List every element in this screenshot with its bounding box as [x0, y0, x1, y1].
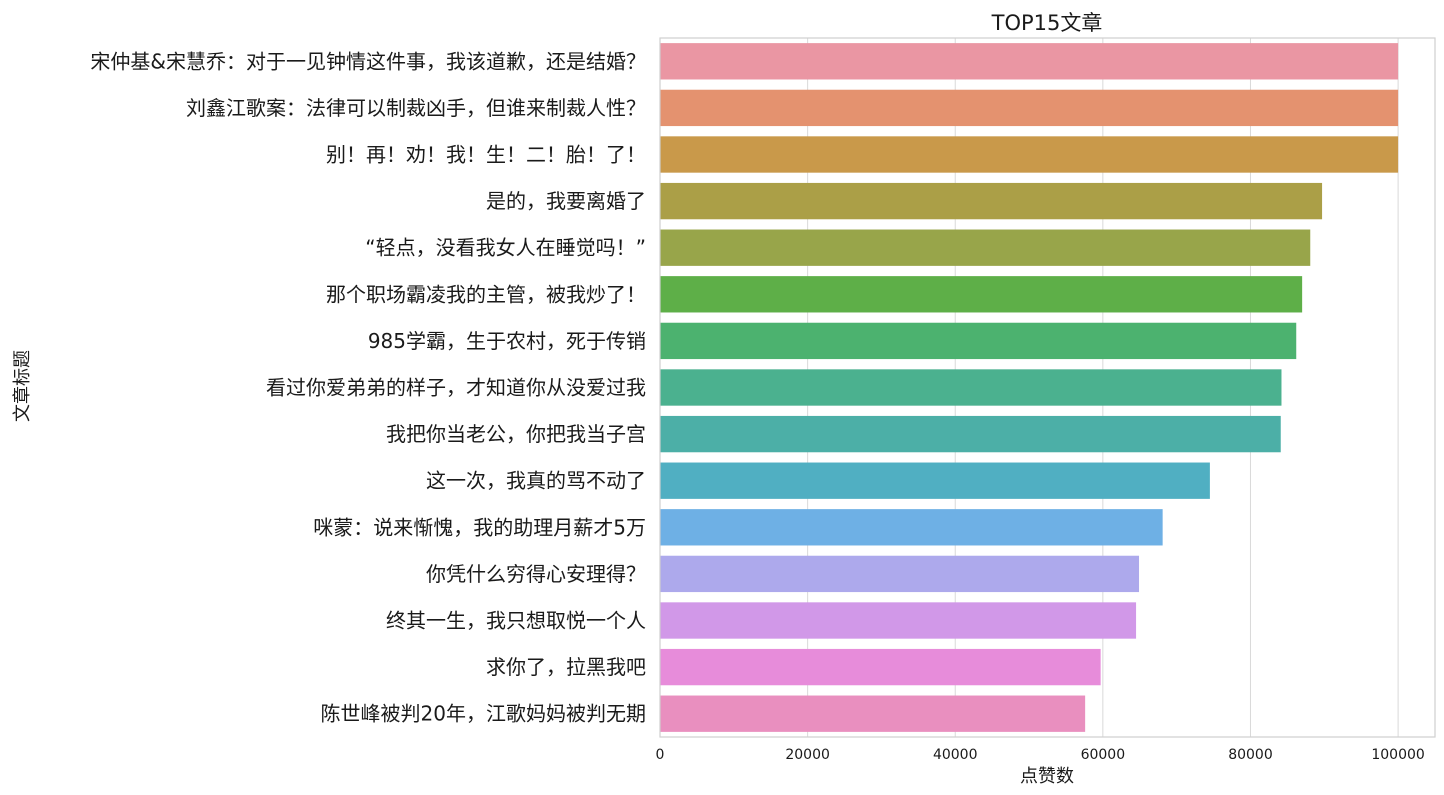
- bars: [660, 43, 1399, 732]
- category-label-10: 这一次，我真的骂不动了: [426, 469, 646, 493]
- chart-title: TOP15文章: [991, 11, 1103, 35]
- bar-14: [660, 648, 1101, 686]
- bar-11: [660, 509, 1163, 546]
- bar-4: [660, 182, 1323, 220]
- plot-border: [659, 37, 1436, 738]
- bar-1: [660, 43, 1399, 80]
- bar-9: [660, 415, 1281, 453]
- x-tick-label-1: 20000: [785, 747, 830, 763]
- bar-3: [660, 136, 1399, 173]
- bar-15: [660, 695, 1086, 732]
- category-label-1: 宋仲基&宋慧乔：对于一见钟情这件事，我该道歉，还是结婚？: [90, 49, 646, 73]
- bar-13: [660, 602, 1137, 639]
- category-label-15: 陈世峰被判20年，江歌妈妈被判无期: [321, 702, 646, 726]
- y-axis-title: 文章标题: [12, 350, 33, 422]
- category-labels: 宋仲基&宋慧乔：对于一见钟情这件事，我该道歉，还是结婚？ 刘鑫江歌案：法律可以制裁…: [90, 49, 646, 725]
- bar-8: [660, 369, 1282, 406]
- x-tick-label-5: 100000: [1371, 747, 1424, 763]
- category-label-9: 我把你当老公，你把我当子宫: [386, 422, 646, 446]
- x-tick-label-4: 80000: [1228, 747, 1273, 763]
- x-tick-label-3: 60000: [1081, 747, 1126, 763]
- x-axis-title: 点赞数: [1020, 766, 1074, 787]
- bar-2: [660, 89, 1399, 127]
- category-label-3: 别！再！劝！我！生！二！胎！了！: [326, 143, 646, 167]
- plot-frame: [659, 37, 1436, 738]
- category-label-8: 看过你爱弟弟的样子，才知道你从没爱过我: [266, 376, 646, 400]
- x-tick-label-2: 40000: [933, 747, 978, 763]
- category-label-14: 求你了，拉黑我吧: [486, 655, 646, 679]
- category-label-2: 刘鑫江歌案：法律可以制裁凶手，但谁来制裁人性？: [186, 96, 646, 120]
- bar-12: [660, 555, 1140, 593]
- x-tick-label-0: 0: [656, 747, 665, 763]
- x-tick-labels: 0 20000 40000 60000 80000 100000: [656, 747, 1425, 763]
- category-label-4: 是的，我要离婚了: [486, 189, 646, 213]
- category-label-5: “轻点，没看我女人在睡觉吗！”: [365, 236, 646, 260]
- category-label-6: 那个职场霸凌我的主管，被我炒了！: [326, 282, 646, 306]
- bar-6: [660, 276, 1303, 313]
- bar-5: [660, 229, 1311, 266]
- bar-10: [660, 462, 1210, 499]
- category-label-11: 咪蒙：说来惭愧，我的助理月薪才5万: [313, 515, 646, 539]
- category-label-12: 你凭什么穷得心安理得？: [426, 562, 646, 586]
- category-label-7: 985学霸，生于农村，死于传销: [368, 329, 646, 353]
- category-label-13: 终其一生，我只想取悦一个人: [386, 609, 646, 633]
- bar-7: [660, 322, 1297, 360]
